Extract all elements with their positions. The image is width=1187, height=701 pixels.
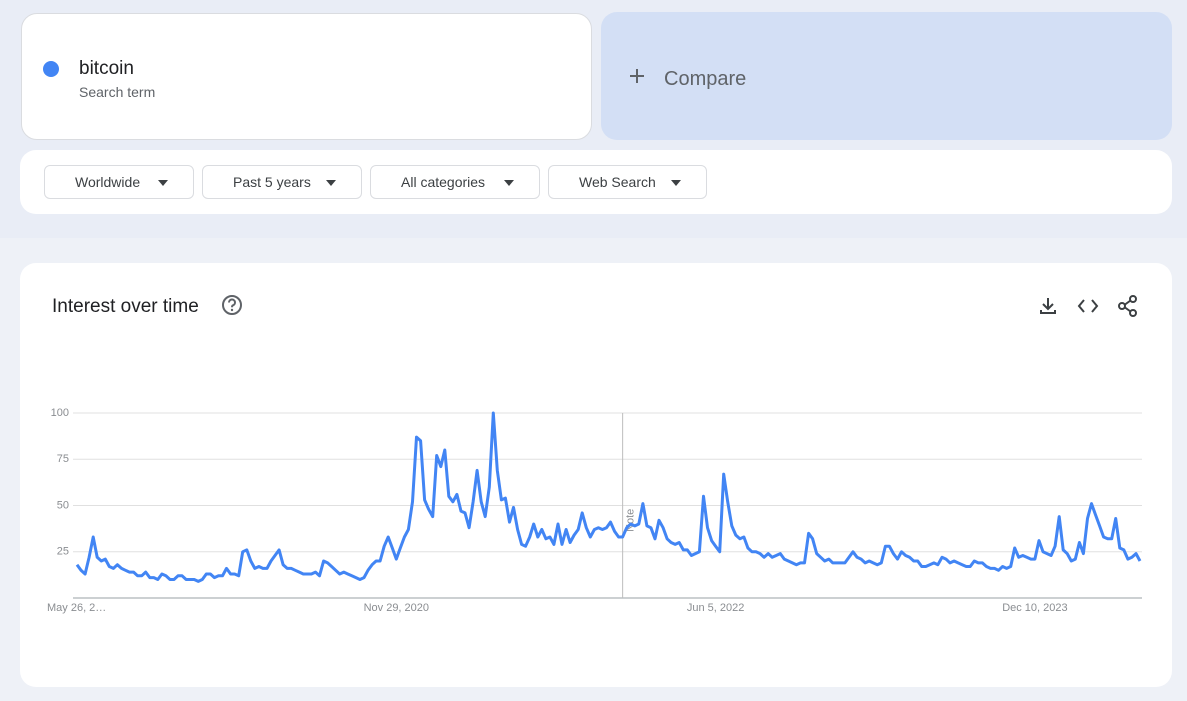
filter-bar: Worldwide Past 5 years All categories We… — [20, 150, 1172, 214]
search-term-card[interactable]: bitcoin Search term — [21, 13, 592, 140]
y-tick-label: 100 — [51, 407, 69, 419]
filter-label: All categories — [401, 174, 486, 190]
series-dot — [43, 61, 59, 77]
compare-label: Compare — [664, 68, 747, 90]
filter-label: Worldwide — [75, 174, 141, 190]
filter[interactable]: All categories — [370, 165, 540, 199]
share-icon[interactable] — [1117, 295, 1139, 317]
filter[interactable]: Worldwide — [44, 165, 194, 199]
search-term-label: Search term — [79, 84, 156, 100]
filter[interactable]: Past 5 years — [202, 165, 362, 199]
compare-card[interactable]: Compare — [601, 12, 1172, 140]
embed-icon[interactable] — [1077, 296, 1099, 316]
search-term: bitcoin — [79, 58, 134, 79]
chart-title: Interest over time — [52, 296, 199, 317]
y-tick-label: 25 — [57, 546, 69, 558]
dropdown-icon — [326, 180, 336, 186]
x-tick-label: Jun 5, 2022 — [687, 602, 745, 614]
series-line — [75, 411, 1142, 583]
x-tick-label: Dec 10, 2023 — [1002, 602, 1067, 614]
dropdown-icon — [158, 180, 168, 186]
filter-label: Past 5 years — [233, 174, 311, 190]
download-icon[interactable] — [1038, 296, 1058, 316]
filter-label: Web Search — [579, 174, 656, 190]
dropdown-icon — [504, 180, 514, 186]
dropdown-icon — [671, 180, 681, 186]
x-tick-label: May 26, 2… — [47, 602, 106, 614]
y-tick-label: 50 — [57, 499, 69, 511]
y-tick-label: 75 — [57, 453, 69, 465]
plus-icon — [630, 69, 644, 83]
help-icon[interactable] — [221, 294, 243, 316]
filter[interactable]: Web Search — [548, 165, 707, 199]
chart-card: Interest over time — [20, 263, 1172, 687]
x-tick-label: Nov 29, 2020 — [364, 602, 429, 614]
